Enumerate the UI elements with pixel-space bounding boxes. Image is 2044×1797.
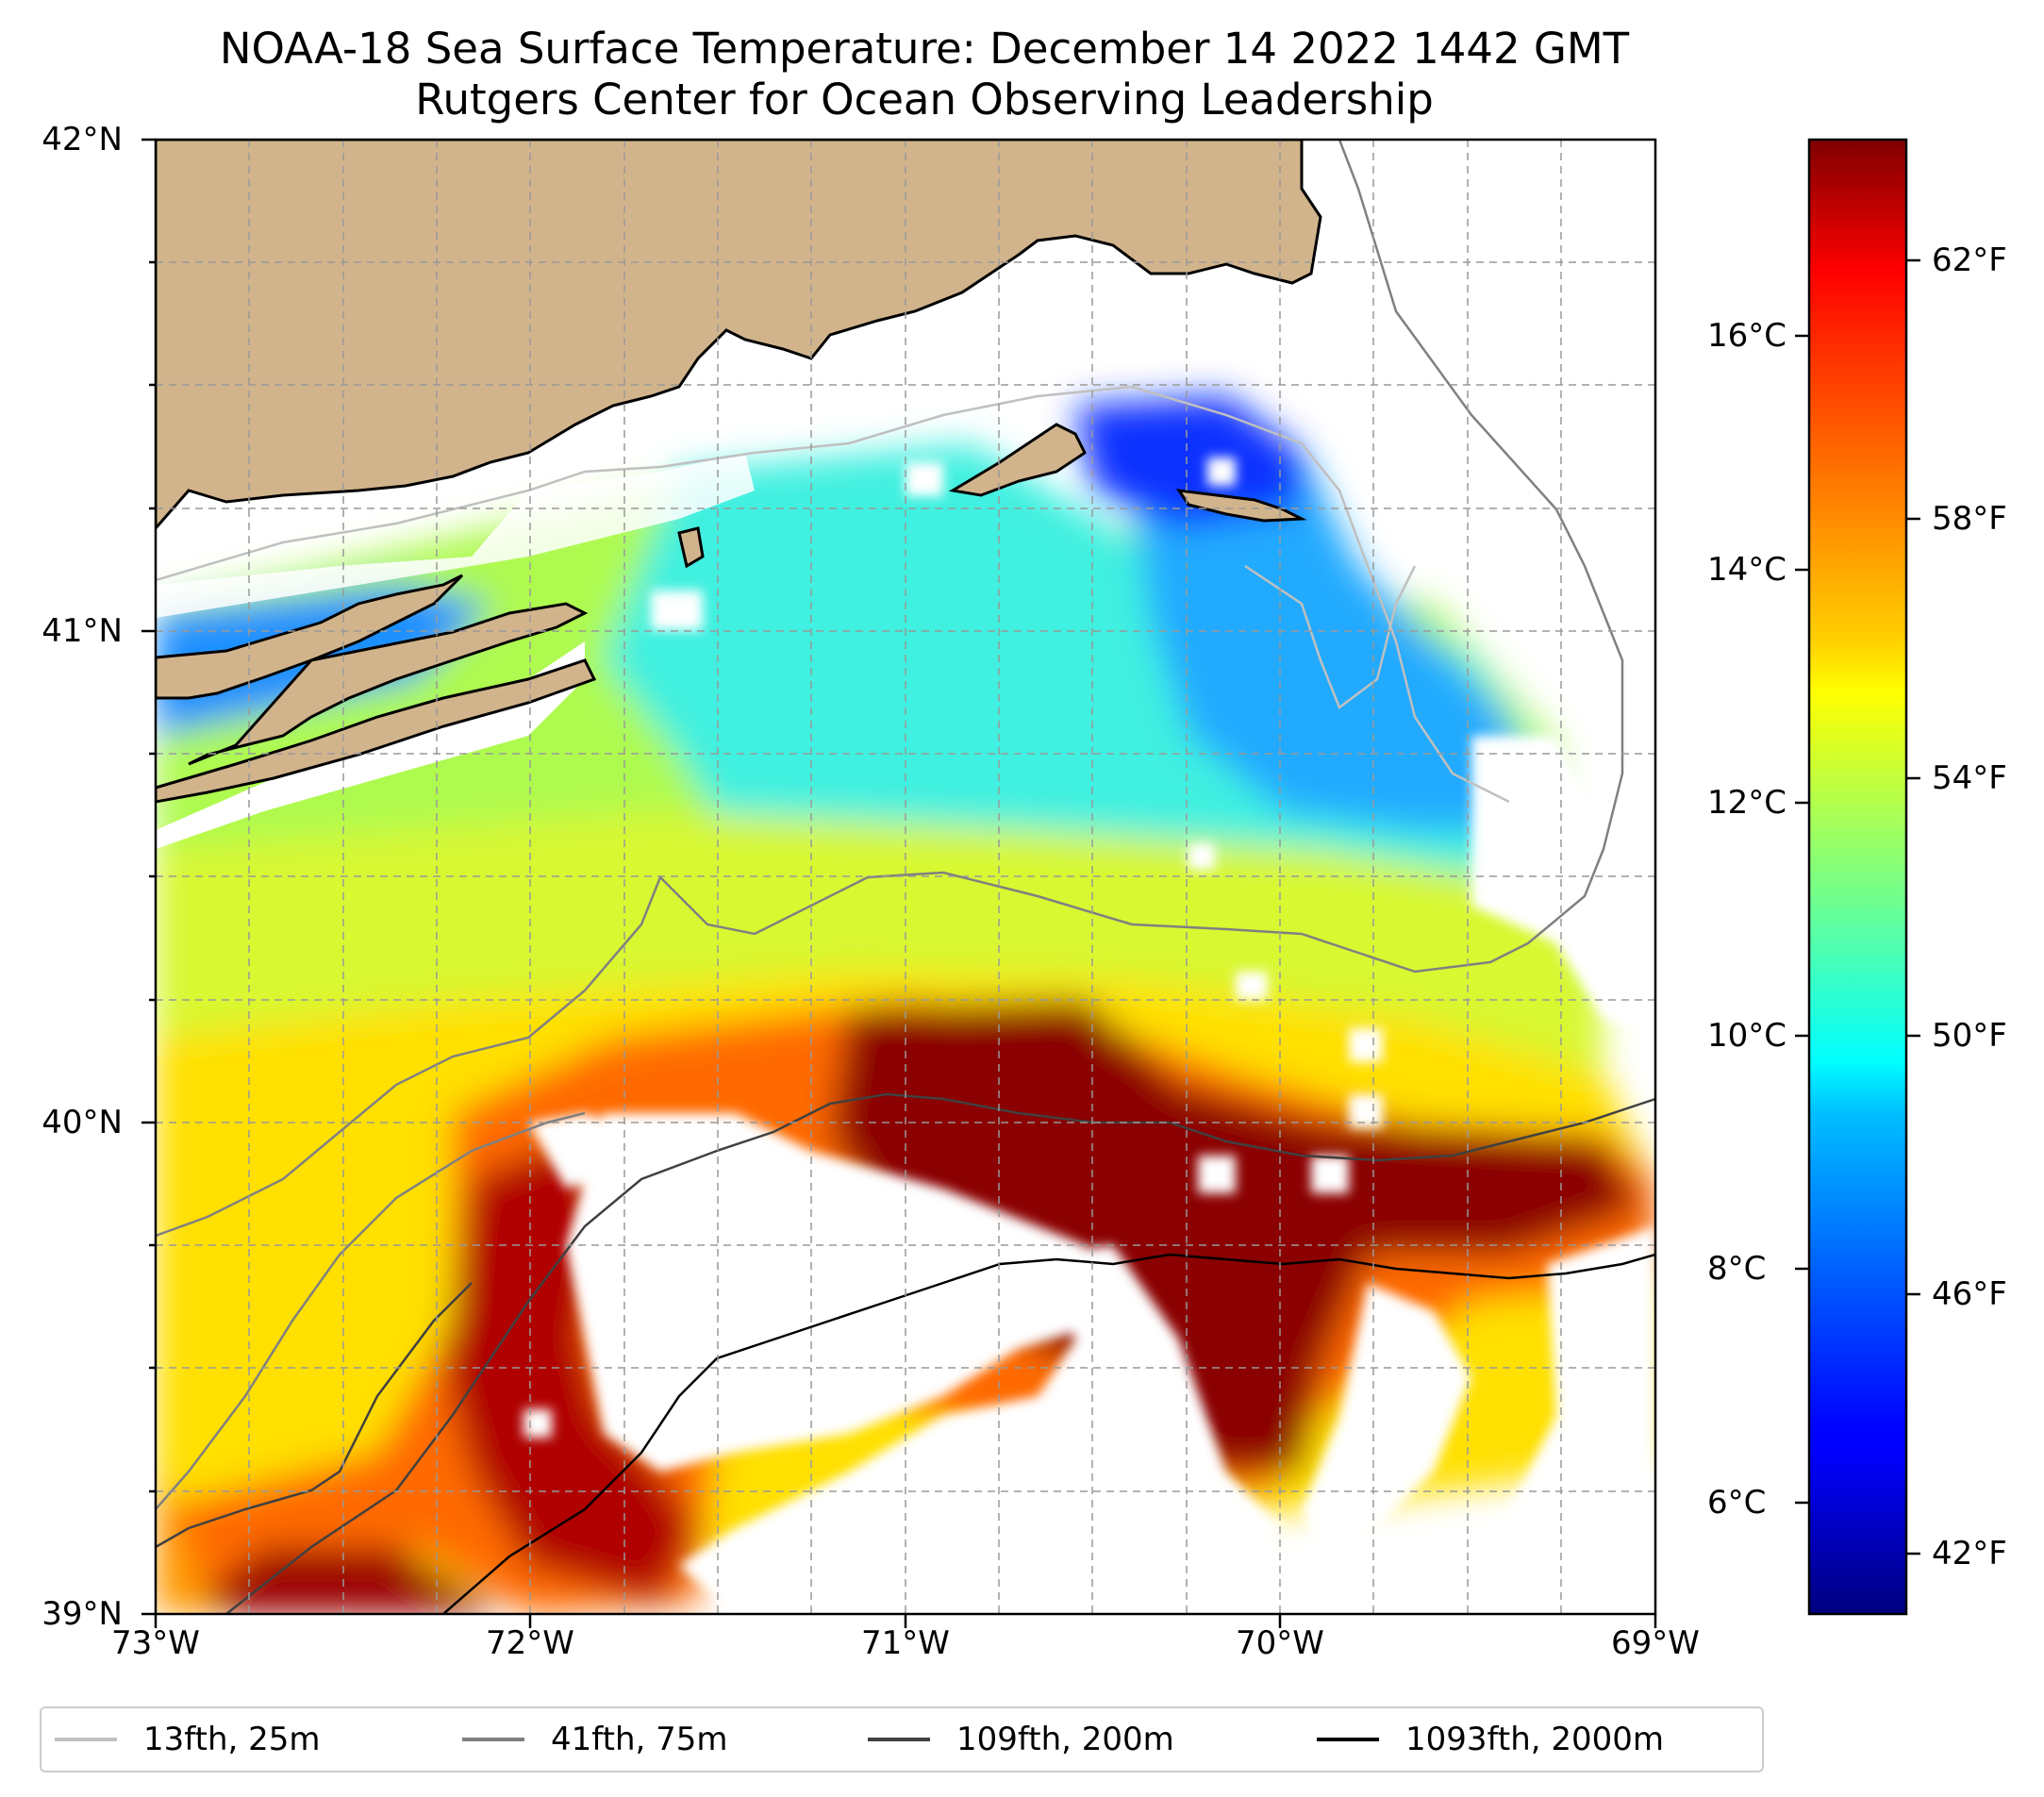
isobath-1093fth <box>442 1253 1655 1614</box>
legend-label-41fth: 41fth, 75m <box>551 1721 728 1758</box>
cb-celsius-14: 14°C <box>1707 551 1787 589</box>
legend-item-1093fth: 1093fth, 2000m <box>1317 1708 1664 1771</box>
cb-celsius-6: 6°C <box>1707 1484 1767 1522</box>
legend-swatch-41fth <box>462 1738 524 1741</box>
cb-fahrenheit-54: 54°F <box>1932 759 2007 797</box>
land <box>156 140 1322 804</box>
colorbar <box>1807 138 1908 1616</box>
lat-tick-39: 39°N <box>42 1595 123 1633</box>
legend-label-1093fth: 1093fth, 2000m <box>1405 1721 1665 1758</box>
lon-tick-73: 73°W <box>111 1624 200 1662</box>
isobath-legend: 13fth, 25m 41fth, 75m 109fth, 200m 1093f… <box>40 1706 1764 1772</box>
isobath-41fth <box>584 140 1624 991</box>
legend-item-41fth: 41fth, 75m <box>462 1708 728 1771</box>
axis-ticks <box>141 138 1657 1628</box>
cb-fahrenheit-46: 46°F <box>1932 1275 2007 1313</box>
cb-celsius-16: 16°C <box>1707 317 1787 355</box>
legend-item-109fth: 109fth, 200m <box>868 1708 1174 1771</box>
legend-item-13fth: 13fth, 25m <box>55 1708 321 1771</box>
isobath-109fth-left <box>156 1282 473 1549</box>
lat-tick-40: 40°N <box>42 1104 123 1141</box>
colorbar-ticks <box>1795 258 1920 1556</box>
lat-tick-41: 41°N <box>42 612 123 650</box>
isobath-41fth-left2 <box>156 1111 586 1510</box>
cb-fahrenheit-62: 62°F <box>1932 241 2007 279</box>
lon-tick-70: 70°W <box>1236 1624 1324 1662</box>
cb-celsius-8: 8°C <box>1707 1250 1767 1288</box>
isobath-109fth <box>225 1092 1655 1614</box>
isobath-13fth-b <box>1244 564 1417 709</box>
legend-swatch-109fth <box>868 1738 930 1741</box>
lat-tick-42: 42°N <box>42 121 123 158</box>
legend-label-109fth: 109fth, 200m <box>956 1721 1174 1758</box>
lon-tick-69: 69°W <box>1611 1624 1700 1662</box>
cb-celsius-10: 10°C <box>1707 1017 1787 1055</box>
cb-fahrenheit-50: 50°F <box>1932 1017 2007 1055</box>
map-area <box>156 140 1655 1614</box>
legend-swatch-13fth <box>55 1738 117 1741</box>
legend-swatch-1093fth <box>1317 1738 1379 1741</box>
missing-data <box>523 458 1655 1614</box>
cb-celsius-12: 12°C <box>1707 784 1787 822</box>
isobath-13fth <box>156 385 1510 804</box>
gridlines <box>156 140 1655 1614</box>
cb-fahrenheit-42: 42°F <box>1932 1535 2007 1572</box>
isobaths <box>156 140 1655 1614</box>
lon-tick-72: 72°W <box>486 1624 574 1662</box>
legend-label-13fth: 13fth, 25m <box>143 1721 321 1758</box>
isobath-41fth-left <box>156 990 586 1238</box>
lon-tick-71: 71°W <box>861 1624 950 1662</box>
map-subtitle: Rutgers Center for Ocean Observing Leade… <box>415 75 1434 125</box>
map-title: NOAA-18 Sea Surface Temperature: Decembe… <box>219 24 1630 74</box>
cb-fahrenheit-58: 58°F <box>1932 500 2007 538</box>
